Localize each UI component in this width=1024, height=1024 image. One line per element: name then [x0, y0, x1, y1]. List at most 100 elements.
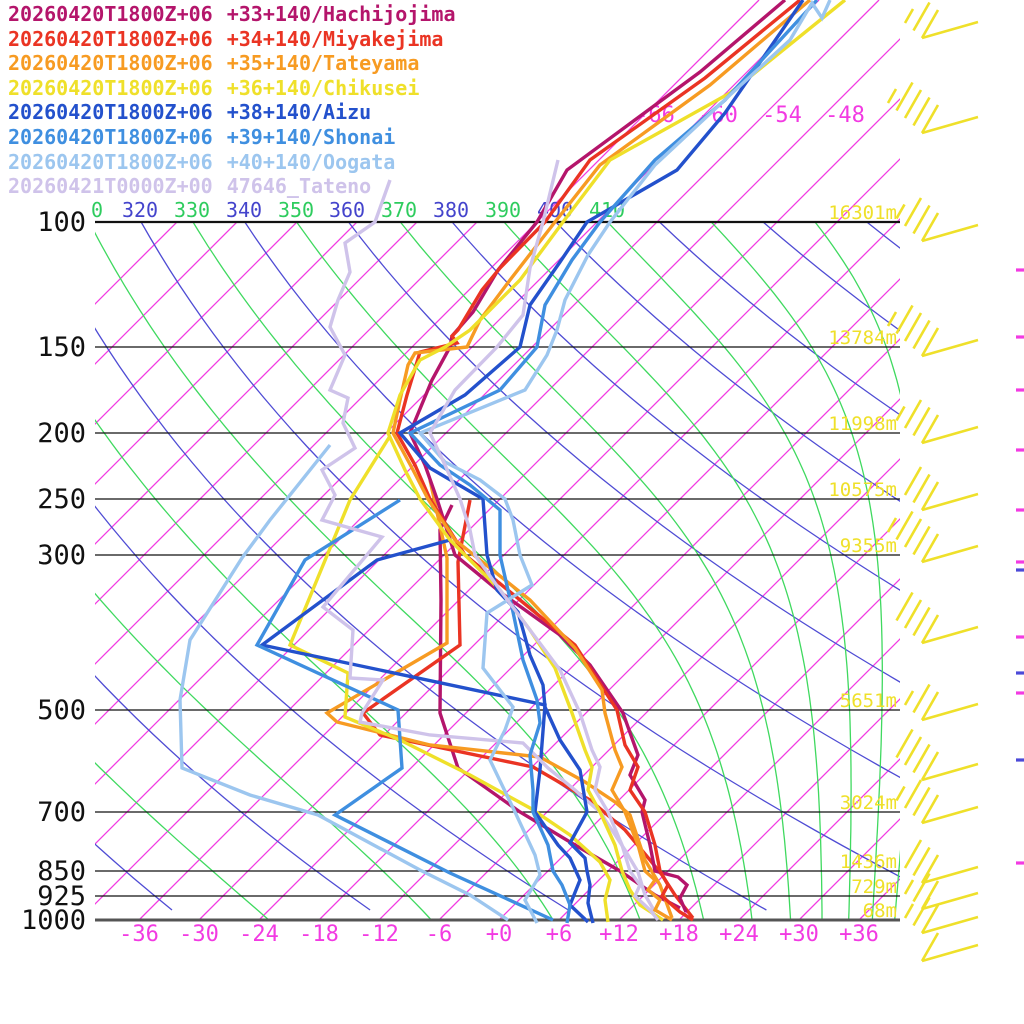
theta-labels: 0 320 330 340 350 360 370 380 390 400 410: [91, 198, 625, 222]
legend-entry--36-140-chikusei: 20260420T1800Z+06 +36+140/Chikusei: [8, 76, 455, 101]
pressure-label-700: 700: [37, 797, 86, 828]
wind-barb: [895, 591, 979, 645]
theta-label-350: 350: [278, 198, 314, 222]
sounding-aizu-temperature: [397, 0, 805, 924]
wind-barb: [895, 399, 979, 445]
altitude-label-10575m: 10575m: [828, 479, 897, 501]
altitude-label-1436m: 1436m: [840, 851, 897, 873]
temp-label-+6: +6: [546, 922, 573, 947]
temp-label-+0: +0: [486, 922, 513, 947]
isotherm-label--48: -48: [825, 103, 865, 128]
legend-time: 20260420T1800Z+06: [8, 149, 213, 174]
theta-label-380: 380: [433, 198, 469, 222]
legend-time: 20260420T1800Z+06: [8, 124, 213, 149]
legend-station-label: +34+140/Miyakejima: [226, 26, 444, 51]
temp-label--18: -18: [299, 922, 339, 947]
wind-barb: [920, 932, 979, 963]
legend-entry--34-140-miyakejima: 20260420T1800Z+06 +34+140/Miyakejima: [8, 27, 455, 52]
legend-entry--39-140-shonai: 20260420T1800Z+06 +39+140/Shonai: [8, 125, 455, 150]
legend-entry-47646-tateno: 20260421T0000Z+00 47646_Tateno: [8, 174, 455, 199]
theta-label-320: 320: [122, 198, 158, 222]
legend-entry--38-140-aizu: 20260420T1800Z+06 +38+140/Aizu: [8, 100, 455, 125]
altitude-label-9355m: 9355m: [840, 535, 897, 557]
wind-barb: [903, 683, 979, 722]
pressure-label-200: 200: [37, 418, 86, 449]
temp-label--12: -12: [359, 922, 399, 947]
wind-barb: [886, 304, 979, 358]
legend-station-label: +35+140/Tateyama: [226, 51, 420, 76]
theta-label-370: 370: [381, 198, 417, 222]
theta-label-330: 330: [174, 198, 210, 222]
pressure-label-150: 150: [37, 332, 86, 363]
legend-station-label: +39+140/Shonai: [226, 124, 396, 149]
temp-label--36: -36: [119, 922, 159, 947]
legend-entry--35-140-tateyama: 20260420T1800Z+06 +35+140/Tateyama: [8, 51, 455, 76]
sounding-shonai-dewpoint: [254, 498, 554, 922]
pressure-label-500: 500: [37, 695, 86, 726]
wind-barb: [886, 510, 979, 564]
dry-adiabats: [95, 222, 900, 911]
legend-station-label: +33+140/Hachijojima: [226, 2, 456, 26]
sounding-tateyama-temperature: [391, 0, 812, 922]
wind-barb: [903, 1, 979, 40]
wind-barb: [903, 896, 979, 935]
wind-barb: [895, 197, 979, 243]
isobars: [95, 220, 900, 922]
pressure-label-300: 300: [37, 540, 86, 571]
legend-time: 20260421T0000Z+00: [8, 174, 213, 199]
legend-station-label: +36+140/Chikusei: [226, 75, 420, 100]
wind-barb: [886, 81, 979, 135]
temp-label--24: -24: [239, 922, 279, 947]
moist-adiabats: [95, 222, 900, 920]
legend-time: 20260420T1800Z+06: [8, 2, 213, 26]
legend-time: 20260420T1800Z+06: [8, 51, 213, 76]
wind-barbs: [886, 1, 979, 963]
altitude-labels: 16301m 13784m 11998m 10575m 9355m 5651m 3024m 1…: [828, 202, 897, 922]
sounding-tateno-temperature: [428, 159, 660, 922]
legend-time: 20260420T1800Z+06: [8, 26, 213, 51]
theta-label-390: 390: [485, 198, 521, 222]
edge-ticks: [1016, 268, 1024, 865]
legend-station-label: +38+140/Aizu: [226, 100, 372, 125]
sounding-chikusei-temperature: [386, 0, 847, 922]
legend-time: 20260420T1800Z+06: [8, 75, 213, 100]
temp-label-+36: +36: [839, 922, 879, 947]
temp-label--30: -30: [179, 922, 219, 947]
altitude-label-16301m: 16301m: [828, 202, 897, 224]
legend-station-label: 47646_Tateno: [226, 174, 372, 199]
pressure-label-250: 250: [37, 484, 86, 515]
theta-label-360: 360: [329, 198, 365, 222]
legend-time: 20260420T1800Z+06: [8, 100, 213, 125]
wind-barb: [895, 728, 979, 782]
temperature-labels: -36 -30 -24 -18 -12 -6 +0 +6 +12 +18 +24 +30 +36: [119, 922, 879, 947]
altitude-label-729m: 729m: [851, 876, 897, 898]
sounding-shonai-temperature: [407, 0, 819, 924]
legend: 20260420T1800Z+06 +33+140/Hachijojima 2026…: [8, 2, 455, 199]
sounding-aizu-dewpoint: [257, 538, 590, 924]
wind-barb: [903, 466, 979, 512]
temp-label-+12: +12: [599, 922, 639, 947]
sounding-tateno-dewpoint: [319, 179, 657, 913]
isotherm-label--54: -54: [762, 103, 802, 128]
sounding-oogata-dewpoint: [178, 443, 509, 922]
isotherms-cold: [95, 222, 478, 605]
altitude-label-3024m: 3024m: [840, 792, 897, 814]
altitude-label-68m: 68m: [863, 900, 897, 922]
pressure-label-925: 925: [37, 881, 86, 912]
pressure-label-850: 850: [37, 856, 86, 887]
temp-label-+30: +30: [779, 922, 819, 947]
wind-barb: [903, 872, 979, 911]
legend-entry--40-140-oogata: 20260420T1800Z+06 +40+140/Oogata: [8, 150, 455, 175]
theta-label-0: 0: [91, 198, 103, 222]
altitude-label-5651m: 5651m: [840, 690, 897, 712]
pressure-label-100: 100: [37, 207, 86, 238]
altitude-label-11998m: 11998m: [828, 413, 897, 435]
temp-label-+18: +18: [659, 922, 699, 947]
altitude-label-13784m: 13784m: [828, 327, 897, 349]
legend-station-label: +40+140/Oogata: [226, 149, 396, 174]
theta-label-340: 340: [226, 198, 262, 222]
pressure-label-1000: 1000: [21, 905, 86, 936]
